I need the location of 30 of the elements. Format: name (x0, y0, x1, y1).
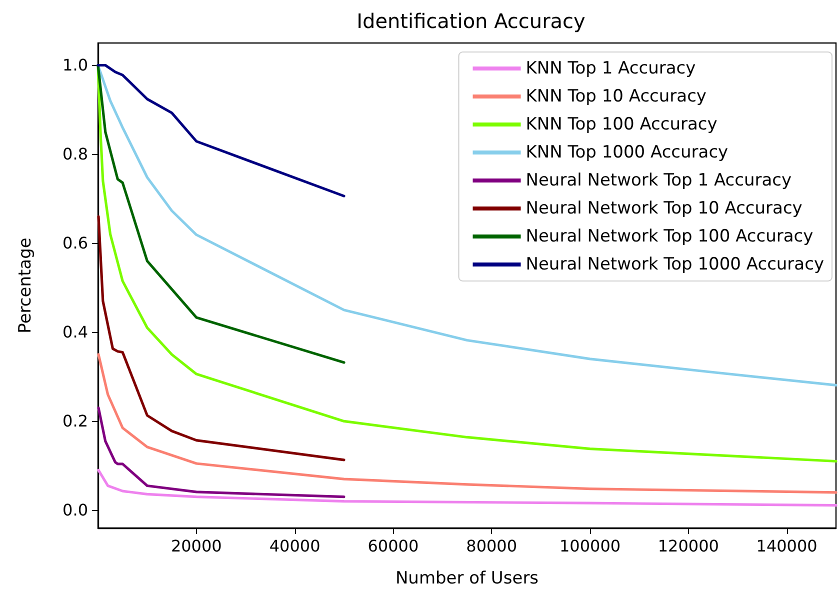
y-tick-label: 0.0 (62, 500, 88, 520)
line-series (96, 64, 346, 198)
y-axis-title: Percentage (16, 238, 36, 334)
y-tick-label: 0.4 (62, 322, 88, 342)
x-axis-title: Number of Users (395, 568, 539, 588)
y-tick-label: 1.0 (62, 56, 88, 75)
y-tick-label: 0.8 (62, 144, 88, 164)
x-tick-label: 40000 (269, 536, 320, 556)
legend-label: KNN Top 100 Accuracy (526, 114, 718, 134)
chart-title: Identification Accuracy (356, 9, 586, 33)
line-series (97, 406, 346, 498)
legend-label: Neural Network Top 1 Accuracy (526, 170, 792, 190)
line-series (97, 468, 838, 507)
x-tick-label: 100000 (559, 536, 621, 556)
x-tick-label: 120000 (658, 536, 719, 556)
x-tick-label: 20000 (170, 536, 222, 556)
x-tick-label: 60000 (368, 536, 419, 556)
legend-label: KNN Top 1 Accuracy (526, 58, 696, 78)
y-tick-label: 0.6 (62, 234, 88, 253)
legend-label: KNN Top 1000 Accuracy (526, 142, 728, 162)
x-tick-label: 80000 (466, 536, 518, 556)
line-series (97, 353, 838, 494)
legend-label: Neural Network Top 1000 Accuracy (526, 254, 824, 274)
line-series (96, 64, 346, 364)
y-tick-label: 0.2 (62, 412, 88, 431)
legend-label: Neural Network Top 100 Accuracy (526, 226, 814, 246)
legend-label: Neural Network Top 10 Accuracy (526, 198, 802, 218)
legend-label: KNN Top 10 Accuracy (526, 86, 706, 106)
line-series (97, 215, 346, 462)
x-tick-label: 140000 (756, 536, 818, 556)
